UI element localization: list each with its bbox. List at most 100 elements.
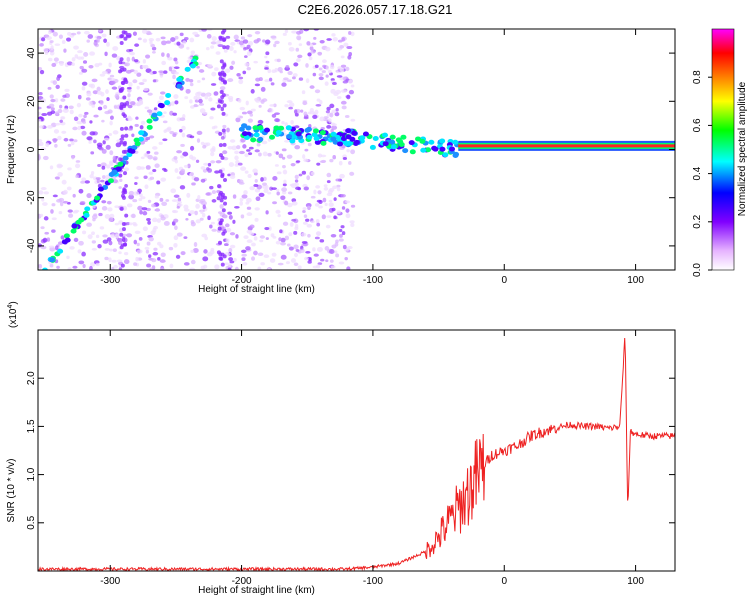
noise-cell <box>249 113 254 117</box>
noise-cell <box>50 98 56 103</box>
feature-cell <box>117 161 124 167</box>
noise-cell <box>76 31 81 35</box>
noise-cell <box>40 226 45 230</box>
feature-cell <box>428 139 435 145</box>
noise-cell <box>183 36 189 41</box>
noise-cell <box>143 87 149 92</box>
noise-cell <box>320 126 325 130</box>
noise-cell <box>289 222 294 227</box>
noise-cell <box>282 183 287 187</box>
noise-cell <box>146 32 153 35</box>
noise-cell <box>180 143 185 148</box>
noise-cell <box>196 91 202 95</box>
noise-cell <box>170 188 177 194</box>
noise-cell <box>229 260 235 264</box>
streak-cell <box>119 67 124 72</box>
noise-cell <box>139 166 145 170</box>
noise-cell <box>135 256 139 262</box>
noise-cell <box>255 77 261 82</box>
noise-cell <box>236 72 241 77</box>
noise-cell <box>55 84 60 90</box>
streak-cell <box>222 63 227 68</box>
noise-cell <box>231 145 238 151</box>
noise-cell <box>247 173 252 179</box>
noise-cell <box>277 214 281 218</box>
feature-cell <box>241 131 248 137</box>
noise-cell <box>119 65 125 69</box>
noise-cell <box>142 211 148 216</box>
noise-cell <box>323 116 329 119</box>
noise-cell <box>179 128 183 133</box>
noise-cell <box>325 46 331 52</box>
colorbar-tick-label: 0.4 <box>692 166 703 180</box>
noise-cell <box>140 120 146 125</box>
noise-cell <box>73 237 79 243</box>
noise-cell <box>78 188 84 194</box>
noise-cell <box>274 118 280 123</box>
streak-cell <box>120 263 125 268</box>
noise-cell <box>38 111 41 116</box>
noise-cell <box>327 69 332 74</box>
feature-cell <box>278 125 285 131</box>
noise-cell <box>350 84 355 88</box>
noise-cell <box>38 263 43 269</box>
noise-cell <box>199 199 206 202</box>
noise-cell <box>206 34 212 39</box>
noise-cell <box>90 151 95 155</box>
feature-cell <box>420 147 427 153</box>
noise-cell <box>248 146 254 150</box>
noise-cell <box>118 186 122 189</box>
noise-cell <box>297 54 303 59</box>
noise-cell <box>101 206 108 211</box>
noise-cell <box>81 130 87 136</box>
noise-cell <box>210 83 217 86</box>
noise-cell <box>302 221 308 225</box>
noise-cell <box>90 171 95 176</box>
noise-cell <box>53 129 60 134</box>
noise-cell <box>111 266 115 270</box>
noise-cell <box>242 262 248 266</box>
noise-cell <box>205 46 210 51</box>
noise-cell <box>326 172 332 178</box>
noise-cell <box>253 60 258 64</box>
noise-cell <box>334 111 340 117</box>
noise-cell <box>153 107 158 111</box>
feature-cell <box>304 127 311 133</box>
noise-cell <box>137 37 142 41</box>
feature-cell <box>84 206 91 212</box>
noise-cell <box>45 142 50 147</box>
noise-cell <box>148 171 154 175</box>
noise-cell <box>200 92 206 97</box>
noise-cell <box>72 210 78 214</box>
noise-cell <box>160 267 165 270</box>
noise-cell <box>162 120 168 124</box>
noise-cell <box>189 210 195 215</box>
noise-cell <box>262 184 267 189</box>
noise-cell <box>234 150 240 155</box>
noise-cell <box>238 98 242 103</box>
noise-cell <box>183 204 189 210</box>
noise-cell <box>291 218 297 222</box>
feature-cell <box>337 141 344 147</box>
noise-cell <box>319 239 325 243</box>
feature-cell <box>432 146 439 152</box>
noise-cell <box>59 201 64 207</box>
noise-cell <box>330 234 337 238</box>
noise-cell <box>71 32 77 36</box>
colorbar-tick-label: 0.0 <box>692 263 703 277</box>
feature-cell <box>71 223 78 229</box>
noise-cell <box>294 125 300 129</box>
noise-cell <box>132 199 138 203</box>
streak-cell <box>121 222 126 227</box>
noise-cell <box>211 146 216 151</box>
noise-cell <box>57 171 63 177</box>
noise-cell <box>258 192 265 197</box>
streak-cell <box>217 184 222 189</box>
noise-cell <box>349 220 355 224</box>
noise-cell <box>287 71 293 76</box>
noise-cell <box>71 62 75 67</box>
noise-cell <box>102 140 106 145</box>
noise-cell <box>103 137 110 142</box>
noise-cell <box>106 164 111 169</box>
noise-cell <box>336 96 342 99</box>
